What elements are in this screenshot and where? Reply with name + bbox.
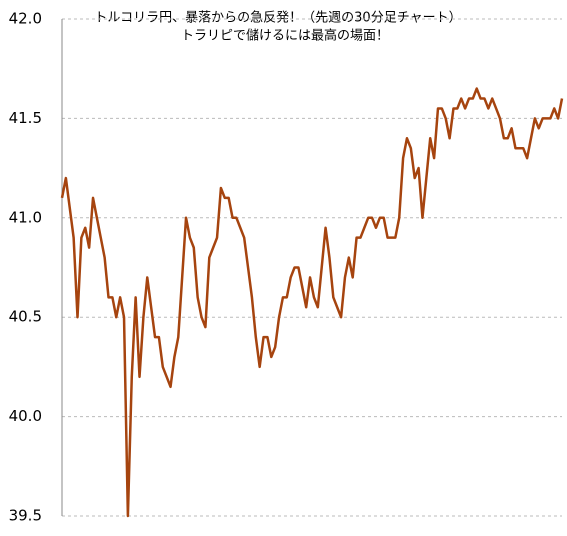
y-tick-label: 41.0 (9, 208, 42, 226)
y-tick-label: 40.5 (9, 308, 42, 326)
y-tick-label: 42.0 (9, 10, 42, 28)
chart-subtitle: トラリピで儲けるには最高の場面！ (181, 28, 389, 44)
y-tick-label: 39.5 (9, 507, 42, 525)
y-tick-label: 41.5 (9, 109, 42, 127)
chart-title: トルコリラ円、暴落からの急反発！（先週の30分足チャート） (94, 11, 461, 26)
price-line (60, 87, 564, 518)
y-tick-label: 40.0 (9, 407, 42, 425)
